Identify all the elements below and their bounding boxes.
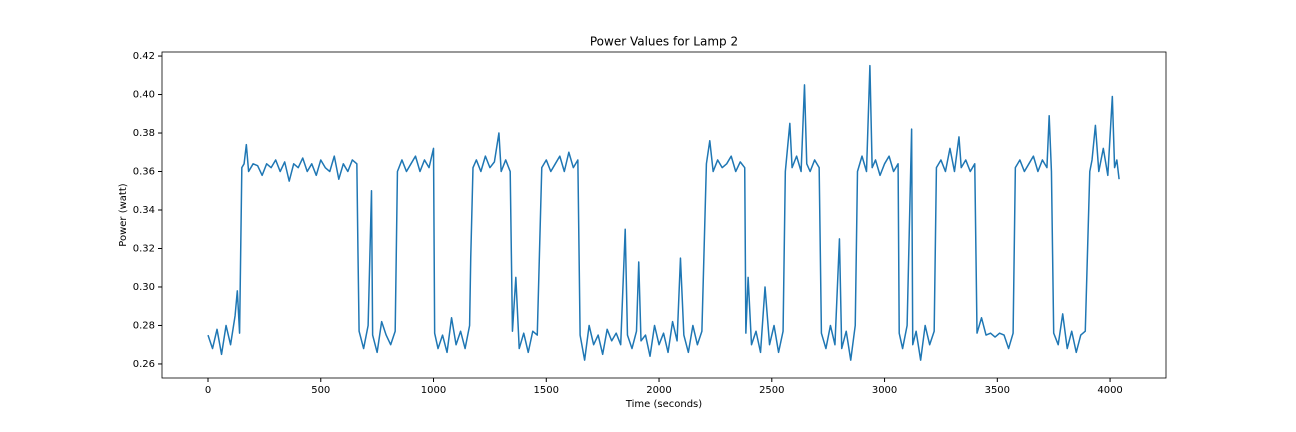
chart-title: Power Values for Lamp 2 bbox=[590, 35, 738, 49]
y-tick-label: 0.40 bbox=[133, 90, 155, 101]
y-tick-label: 0.32 bbox=[133, 243, 155, 254]
x-tick-label: 500 bbox=[311, 385, 330, 396]
x-axis-label: Time (seconds) bbox=[625, 399, 702, 410]
plot-frame bbox=[161, 51, 1167, 379]
x-tick-label: 1500 bbox=[534, 385, 559, 396]
y-tick-label: 0.30 bbox=[133, 282, 155, 293]
x-tick-label: 3500 bbox=[985, 385, 1010, 396]
x-tick-label: 2500 bbox=[759, 385, 784, 396]
x-tick-label: 0 bbox=[205, 385, 211, 396]
x-tick-label: 3000 bbox=[872, 385, 897, 396]
y-tick-label: 0.26 bbox=[133, 359, 155, 370]
y-tick-label: 0.42 bbox=[133, 51, 155, 62]
x-tick-label: 4000 bbox=[1097, 385, 1122, 396]
y-tick-label: 0.36 bbox=[133, 167, 155, 178]
y-axis-label: Power (watt) bbox=[118, 183, 129, 246]
x-tick-label: 1000 bbox=[421, 385, 446, 396]
y-tick-label: 0.38 bbox=[133, 128, 155, 139]
y-tick-label: 0.34 bbox=[133, 205, 155, 216]
y-tick-label: 0.28 bbox=[133, 320, 155, 331]
x-tick-label: 2000 bbox=[646, 385, 671, 396]
data-line bbox=[207, 64, 1120, 361]
